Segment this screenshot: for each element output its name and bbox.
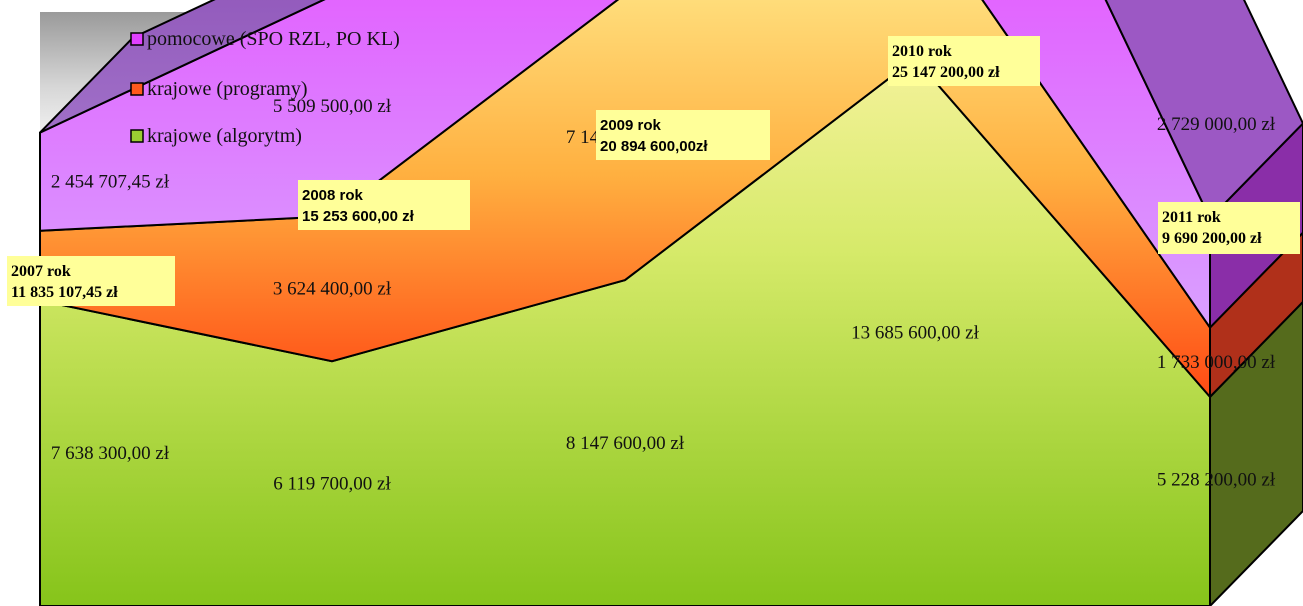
total-callout-background	[7, 256, 175, 306]
total-callout: 2011 rok 9 690 200,00 zł	[1158, 202, 1300, 254]
total-callout-background	[596, 110, 770, 160]
legend-label-krajowe-algorytm: krajowe (algorytm)	[147, 125, 302, 147]
legend: pomocowe (SPO RZL, PO KL) krajowe (progr…	[130, 28, 400, 147]
total-callout: 2007 rok 11 835 107,45 zł	[7, 256, 175, 306]
total-amount: 20 894 600,00zł	[600, 138, 708, 155]
total-callout: 2010 rok 25 147 200,00 zł	[888, 36, 1040, 86]
total-callout: 2008 rok 15 253 600,00 zł	[298, 180, 470, 230]
total-callout: 2009 rok 20 894 600,00zł	[596, 110, 770, 160]
total-year: 2011 rok	[1162, 209, 1221, 226]
total-amount: 9 690 200,00 zł	[1162, 230, 1262, 247]
data-label: 2 729 000,00 zł	[1157, 114, 1276, 135]
data-label: 5 509 500,00 zł	[273, 96, 392, 117]
data-label: 6 119 700,00 zł	[273, 474, 391, 495]
data-label: 13 685 600,00 zł	[851, 322, 979, 343]
legend-swatch-krajowe-algorytm	[130, 129, 144, 143]
legend-label-krajowe-programy: krajowe (programy)	[147, 78, 308, 100]
legend-swatch-pomocowe	[130, 32, 144, 46]
total-amount: 15 253 600,00 zł	[302, 208, 415, 225]
total-amount: 25 147 200,00 zł	[892, 64, 1000, 81]
total-callout-background	[298, 180, 470, 230]
top-surface-segment	[39, 0, 326, 134]
total-amount: 11 835 107,45 zł	[11, 284, 118, 301]
data-label: 7 638 300,00 zł	[51, 443, 170, 464]
total-year: 2010 rok	[892, 43, 952, 60]
total-callout-background	[1158, 202, 1300, 254]
total-year: 2007 rok	[11, 263, 71, 280]
data-label: 3 624 400,00 zł	[273, 279, 392, 300]
data-label: 1 733 000,00 zł	[1157, 352, 1276, 373]
legend-label-pomocowe: pomocowe (SPO RZL, PO KL)	[147, 28, 400, 50]
data-label: 5 228 200,00 zł	[1157, 469, 1276, 490]
data-label: 8 147 600,00 zł	[566, 433, 685, 454]
top-surface-segment	[1104, 0, 1303, 221]
legend-swatch-krajowe-programy	[130, 82, 144, 96]
total-year: 2008 rok	[302, 187, 364, 204]
data-label: 2 454 707,45 zł	[51, 172, 170, 193]
total-year: 2009 rok	[600, 117, 662, 134]
total-callout-background	[888, 36, 1040, 86]
